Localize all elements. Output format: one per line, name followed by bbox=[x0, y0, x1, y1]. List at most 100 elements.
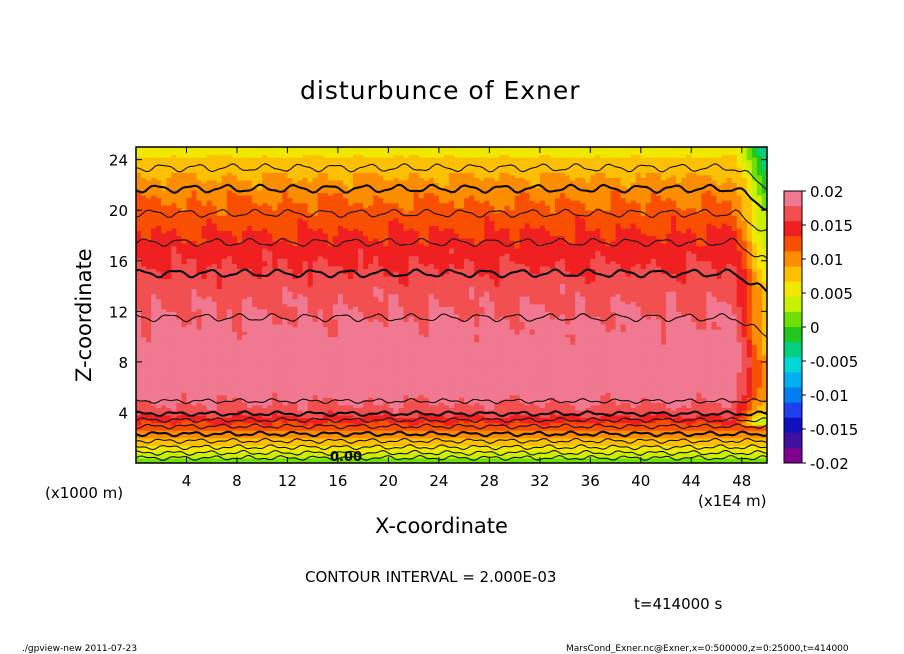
contour-cell bbox=[191, 263, 198, 267]
contour-cell bbox=[181, 321, 188, 325]
contour-cell bbox=[176, 298, 183, 302]
contour-cell bbox=[317, 195, 324, 199]
contour-cell bbox=[221, 293, 228, 297]
contour-cell bbox=[267, 222, 273, 226]
contour-cell bbox=[156, 387, 162, 391]
contour-cell bbox=[302, 316, 309, 320]
contour-cell bbox=[206, 167, 213, 171]
contour-cell bbox=[317, 374, 324, 378]
contour-cell bbox=[231, 364, 238, 368]
contour-cell bbox=[196, 364, 203, 368]
contour-cell bbox=[136, 210, 142, 214]
contour-cell bbox=[206, 404, 213, 408]
contour-cell bbox=[262, 344, 268, 348]
contour-cell bbox=[262, 334, 268, 338]
contour-cell bbox=[287, 215, 294, 219]
contour-cell bbox=[236, 255, 243, 259]
contour-cell bbox=[287, 397, 294, 401]
contour-cell bbox=[247, 275, 253, 280]
contour-cell bbox=[312, 182, 319, 186]
contour-cell bbox=[312, 253, 319, 257]
contour-cell bbox=[277, 303, 283, 307]
contour-cell bbox=[146, 321, 152, 325]
contour-cell bbox=[257, 268, 263, 272]
contour-cell bbox=[272, 331, 278, 335]
contour-cell bbox=[307, 222, 314, 226]
contour-cell bbox=[141, 147, 147, 151]
contour-cell bbox=[171, 189, 177, 194]
contour-cell bbox=[257, 235, 263, 239]
contour-cell bbox=[201, 316, 208, 320]
contour-cell bbox=[136, 379, 142, 383]
contour-cell bbox=[136, 222, 142, 226]
contour-cell bbox=[196, 422, 203, 426]
contour-cell bbox=[216, 212, 223, 216]
contour-cell bbox=[302, 273, 309, 277]
contour-cell bbox=[141, 427, 147, 431]
contour-cell bbox=[156, 250, 162, 254]
contour-cell bbox=[247, 182, 253, 186]
contour-cell bbox=[161, 366, 167, 371]
contour-cell bbox=[136, 159, 142, 163]
contour-cell bbox=[181, 339, 188, 343]
contour-cell bbox=[196, 409, 203, 414]
contour-cell bbox=[236, 321, 243, 325]
contour-cell bbox=[312, 243, 319, 247]
contour-cell bbox=[226, 354, 233, 358]
contour-cell bbox=[272, 427, 278, 431]
contour-cell bbox=[161, 442, 167, 446]
contour-cell bbox=[171, 331, 177, 335]
contour-cell bbox=[262, 157, 268, 161]
contour-cell bbox=[322, 177, 329, 181]
contour-cell bbox=[196, 172, 203, 176]
contour-cell bbox=[242, 435, 248, 439]
contour-cell bbox=[186, 217, 193, 221]
contour-cell bbox=[201, 442, 208, 446]
contour-cell bbox=[226, 334, 233, 338]
contour-cell bbox=[201, 197, 208, 201]
contour-cell bbox=[257, 452, 263, 457]
contour-cell bbox=[231, 263, 238, 267]
contour-cell bbox=[201, 293, 208, 297]
contour-cell bbox=[136, 240, 142, 244]
contour-cell bbox=[312, 394, 319, 398]
contour-cell bbox=[257, 212, 263, 216]
contour-cell bbox=[236, 273, 243, 277]
contour-cell bbox=[156, 351, 162, 355]
contour-cell bbox=[146, 152, 152, 156]
contour-cell bbox=[166, 298, 172, 302]
contour-cell bbox=[201, 167, 208, 171]
contour-cell bbox=[166, 460, 172, 463]
contour-cell bbox=[297, 215, 304, 219]
contour-cell bbox=[166, 371, 172, 376]
contour-cell bbox=[282, 392, 289, 396]
contour-cell bbox=[136, 301, 142, 305]
contour-cell bbox=[262, 351, 268, 355]
contour-cell bbox=[252, 235, 258, 239]
contour-cell bbox=[171, 230, 177, 234]
contour-cell bbox=[282, 361, 289, 366]
contour-cell bbox=[161, 225, 167, 229]
contour-cell bbox=[201, 263, 208, 267]
contour-cell bbox=[257, 377, 263, 381]
contour-cell bbox=[161, 417, 167, 421]
contour-cell bbox=[201, 323, 208, 328]
contour-cell bbox=[161, 394, 167, 398]
contour-cell bbox=[242, 321, 248, 325]
contour-cell bbox=[201, 288, 208, 292]
contour-cell bbox=[141, 316, 147, 320]
contour-cell bbox=[317, 172, 324, 176]
contour-cell bbox=[181, 232, 188, 237]
contour-cell bbox=[206, 260, 213, 264]
contour-cell bbox=[166, 245, 172, 249]
contour-cell bbox=[252, 260, 258, 264]
contour-cell bbox=[146, 293, 152, 297]
contour-cell bbox=[242, 326, 248, 330]
contour-cell bbox=[262, 215, 268, 219]
contour-cell bbox=[297, 243, 304, 247]
contour-cell bbox=[302, 291, 309, 295]
contour-cell bbox=[252, 326, 258, 330]
contour-cell bbox=[302, 227, 309, 232]
contour-cell bbox=[277, 407, 283, 411]
contour-cell bbox=[211, 344, 218, 348]
